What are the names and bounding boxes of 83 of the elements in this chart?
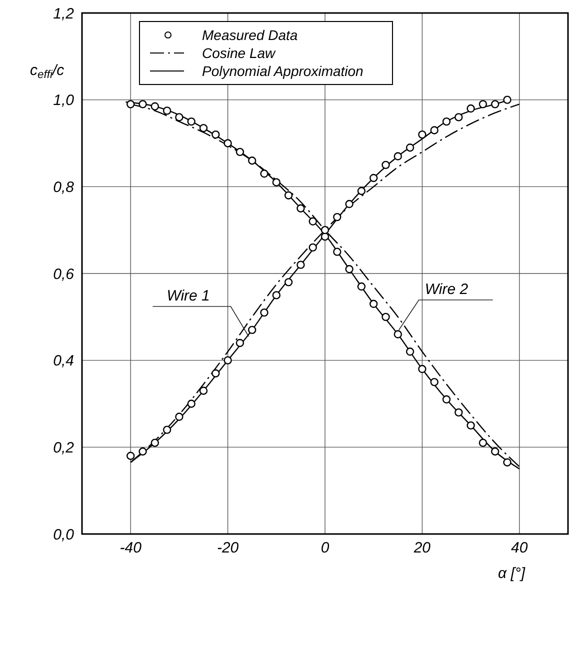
point [272,291,280,300]
point [248,156,256,165]
point [126,100,135,108]
y-tick-label: 1,2 [53,5,75,22]
point [272,178,280,186]
point [442,117,451,126]
legend-label: Polynomial Approximation [202,63,364,79]
annotation: Wire 1 [166,287,210,304]
point [138,447,147,456]
y-tick-label: 0,0 [53,526,75,544]
annotation: Wire 2 [424,280,469,298]
point [442,395,451,404]
point [394,152,402,160]
point [406,143,414,152]
point [333,212,342,222]
point [308,217,317,226]
y-tick-label: 0,4 [53,352,74,370]
point [187,117,196,126]
point [370,174,378,182]
point [236,338,244,348]
point [478,100,488,108]
point [491,447,500,456]
point [199,124,208,132]
point [175,113,184,122]
point [248,326,256,334]
point [296,204,305,212]
point [284,191,293,200]
point [296,260,305,269]
point [199,386,208,395]
point [418,364,426,374]
point [357,282,366,291]
y-tick-label: 1,0 [53,92,75,110]
y-tick-label: 0,8 [53,178,75,196]
x-tick-label: 40 [511,540,528,557]
point [187,400,196,408]
point [345,265,354,274]
point [406,348,414,356]
point [175,412,184,421]
point [138,100,147,108]
point [308,243,317,252]
point [382,312,390,322]
point [430,378,438,386]
point [478,438,488,447]
point [260,308,268,317]
legend-label: Cosine Law [202,45,276,61]
point [224,356,232,364]
point [466,104,475,113]
point [126,452,135,460]
point [418,130,426,139]
point [503,96,512,104]
point [466,421,475,430]
y-tick-label: 0,2 [53,439,75,456]
point [333,248,342,256]
x-tick-label: 0 [320,540,330,557]
y-axis-title: c$_{effi}$/c [30,62,65,82]
y-tick-label: 0,6 [53,266,75,283]
point [491,100,500,108]
point [503,458,512,466]
point [454,408,463,417]
legend-label: Measured Data [202,27,298,43]
point [260,170,268,178]
point [454,113,463,122]
point [320,226,330,234]
point [162,106,172,115]
point [224,139,232,148]
point [236,148,244,156]
point [357,186,366,196]
point [345,200,354,208]
x-tick-label: -40 [120,540,142,557]
point [430,126,438,134]
point [150,102,159,110]
point [320,232,330,241]
x-tick-label: 20 [412,540,432,557]
point [284,278,293,286]
point [370,300,378,308]
x-axis-title: α [°] [498,565,526,582]
point [150,438,159,447]
point [212,130,220,139]
point [212,369,220,378]
point [394,330,402,338]
point [162,426,172,434]
x-tick-label: -20 [216,540,240,557]
point [382,160,390,170]
